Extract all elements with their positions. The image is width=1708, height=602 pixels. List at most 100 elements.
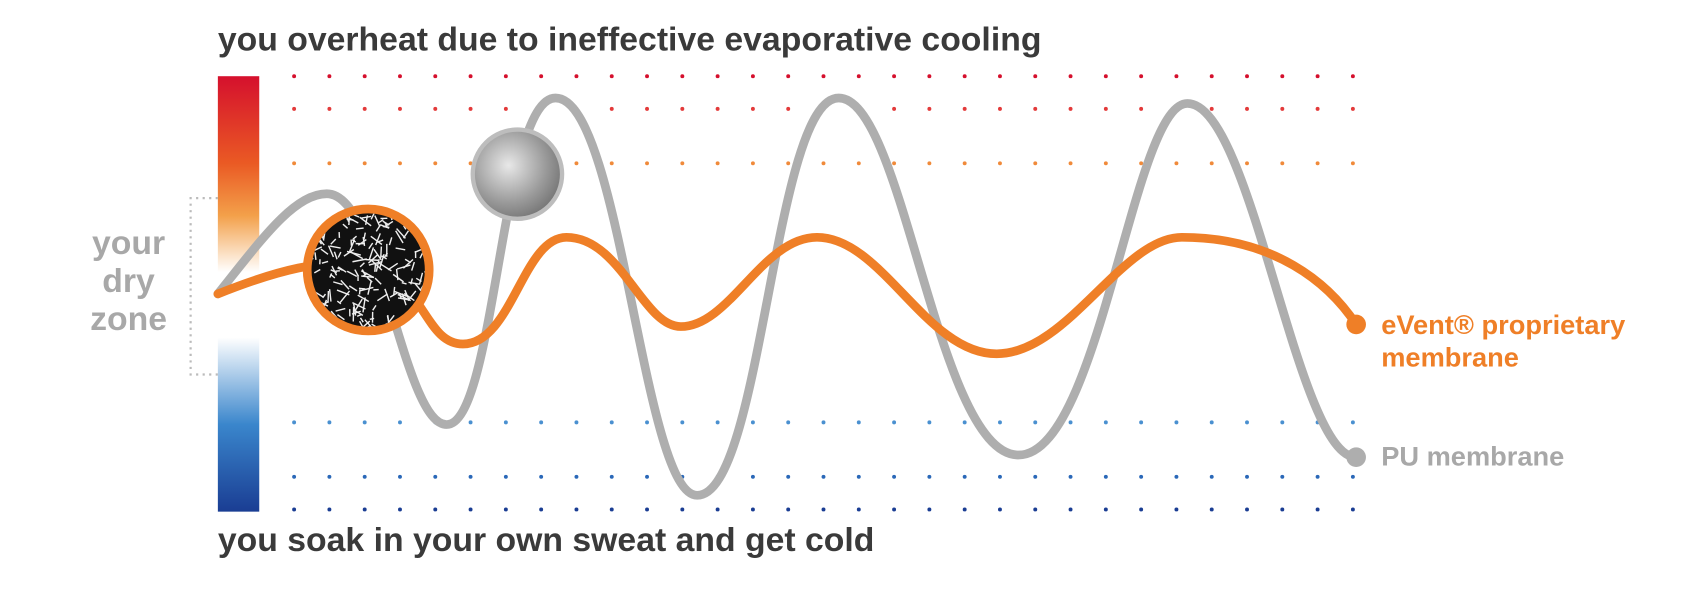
grid-dot (574, 474, 579, 479)
fiber (368, 247, 375, 260)
grid-dot (1245, 106, 1249, 111)
grid-dot (398, 420, 402, 425)
fiber (303, 323, 308, 328)
dry-zone-label: your (92, 224, 165, 262)
grid-dot (892, 106, 897, 111)
grid-dot (645, 74, 649, 79)
grid-dot (927, 74, 932, 79)
grid-dot (786, 161, 791, 166)
grid-dot (750, 474, 755, 479)
fiber (410, 261, 416, 271)
fiber (362, 236, 366, 247)
grid-dot (327, 161, 332, 166)
grid-dot (1315, 74, 1320, 79)
legend-pu: PU membrane (1381, 440, 1564, 471)
grid-dot (1174, 161, 1179, 166)
fiber (408, 281, 420, 285)
grid-dot (856, 474, 861, 479)
grid-dot (1139, 507, 1144, 512)
grid-dot (1209, 106, 1214, 111)
grid-dot (1139, 106, 1144, 111)
fiber (354, 269, 359, 277)
grid-dot (1209, 161, 1214, 166)
fiber (327, 245, 335, 258)
grid-dot (398, 161, 402, 166)
fiber (368, 260, 383, 266)
fiber (367, 254, 378, 264)
fiber (358, 289, 361, 295)
grid-dot (1139, 74, 1144, 79)
grid-dot (998, 161, 1002, 166)
grid-dot (1245, 474, 1249, 479)
grid-dot (645, 161, 649, 166)
fiber (316, 315, 322, 320)
grid-dot (1068, 161, 1073, 166)
grid-dot (468, 420, 473, 425)
grid-dot (574, 420, 579, 425)
fiber (374, 263, 377, 272)
grid-dot (362, 420, 367, 425)
grid-dot (503, 474, 508, 479)
grid-dot (1350, 74, 1355, 79)
grid-dot (715, 106, 720, 111)
fiber (336, 300, 342, 305)
grid-dot (503, 106, 508, 111)
grid-dot (998, 106, 1002, 111)
fiber (358, 320, 364, 327)
grid-dot (292, 106, 297, 111)
fiber (360, 215, 372, 219)
fiber (403, 292, 415, 302)
grid-dot (1174, 420, 1179, 425)
event-end-dot (1346, 314, 1366, 335)
grid-dot (856, 420, 861, 425)
grid-dot (1103, 106, 1108, 111)
pu-membrane-icon (470, 127, 565, 221)
grid-dot (1350, 161, 1355, 166)
fiber (351, 239, 357, 243)
grid-dot (1103, 161, 1108, 166)
fiber (388, 237, 393, 246)
dry-zone-label: dry (102, 262, 155, 300)
fiber (387, 262, 399, 271)
grid-dot (574, 507, 579, 512)
grid-dot (1068, 106, 1073, 111)
fiber (362, 297, 366, 313)
grid-dot (1280, 106, 1285, 111)
fiber (352, 301, 366, 310)
grid-dot (786, 507, 791, 512)
fiber (389, 292, 398, 298)
grid-dot (362, 161, 367, 166)
fiber (401, 324, 411, 327)
fiber (329, 273, 333, 278)
grid-dot (1350, 420, 1355, 425)
grid-dot (786, 106, 791, 111)
grid-dot (786, 74, 791, 79)
grid-dot (927, 474, 932, 479)
grid-dot (327, 106, 332, 111)
fiber (353, 303, 357, 316)
pu-end-dot (1346, 447, 1366, 468)
grid-dot (750, 106, 755, 111)
grid-dot (1139, 474, 1144, 479)
fiber (419, 213, 424, 217)
fiber (329, 245, 341, 249)
fiber (373, 248, 382, 261)
fiber (336, 314, 345, 321)
fiber (352, 258, 367, 263)
grid-dot (468, 474, 473, 479)
grid-dot (539, 420, 544, 425)
grid-dot (856, 507, 861, 512)
grid-dot (609, 161, 614, 166)
fiber (395, 247, 406, 251)
grid-dot (645, 420, 649, 425)
fiber (355, 227, 364, 230)
fiber (343, 248, 355, 257)
grid-dot (1315, 161, 1320, 166)
fiber (426, 231, 429, 234)
grid-dot (680, 74, 685, 79)
fiber (335, 307, 346, 312)
grid-dot (927, 106, 932, 111)
grid-dot (1033, 474, 1038, 479)
grid-dot (1245, 161, 1249, 166)
